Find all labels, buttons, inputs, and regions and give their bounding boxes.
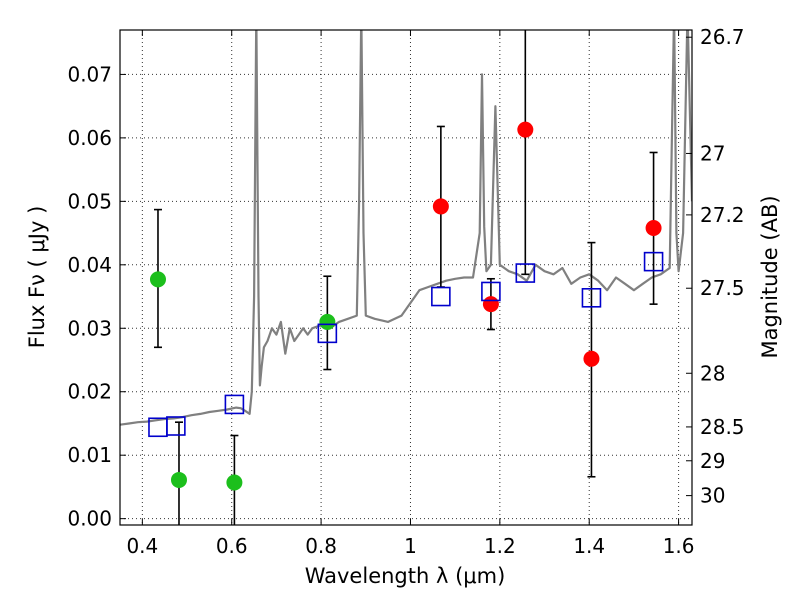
x-tick-label: 0.6 bbox=[216, 534, 248, 558]
green-data-point bbox=[319, 313, 336, 330]
green-data-point bbox=[226, 474, 243, 491]
y-tick-label: 0.06 bbox=[67, 126, 112, 150]
model-photometry-square bbox=[431, 286, 451, 307]
x-tick-label: 0.4 bbox=[126, 534, 158, 558]
x-tick-label: 0.8 bbox=[305, 534, 337, 558]
green-data-point bbox=[170, 471, 187, 488]
spectrum-layer bbox=[120, 30, 692, 426]
red-data-point bbox=[432, 198, 449, 215]
mag-tick-label: 27.2 bbox=[700, 203, 745, 227]
red-data-point bbox=[583, 350, 600, 367]
red-data-point bbox=[482, 296, 499, 313]
grid bbox=[120, 30, 692, 525]
spectrum-line bbox=[120, 30, 692, 426]
model-photometry-square bbox=[643, 251, 664, 272]
mag-tick-label: 28 bbox=[700, 361, 725, 385]
model-photometry-square bbox=[317, 323, 338, 344]
y-tick-label: 0.05 bbox=[67, 189, 112, 213]
mag-tick-label: 29 bbox=[700, 449, 725, 473]
x-axis-label: Wavelength λ (μm) bbox=[305, 564, 506, 588]
x-tick-label: 1.6 bbox=[663, 534, 695, 558]
mag-tick-label: 27 bbox=[700, 141, 725, 165]
mag-tick-label: 26.7 bbox=[700, 25, 745, 49]
y-tick-label: 0.03 bbox=[67, 316, 112, 340]
errorbar-layer bbox=[153, 30, 658, 525]
x-tick-label: 1 bbox=[404, 534, 417, 558]
y-tick-label: 0.02 bbox=[67, 380, 112, 404]
model-photometry-square bbox=[581, 288, 602, 308]
y-tick-label: 0.04 bbox=[67, 253, 112, 277]
model-photometry-square bbox=[224, 394, 245, 415]
model-photometry-square bbox=[481, 281, 501, 302]
y-tick-label: 0.01 bbox=[67, 443, 112, 467]
plot-frame bbox=[119, 29, 693, 526]
red-data-point bbox=[517, 121, 534, 138]
y-axis-label: Flux Fν ( μJy ) bbox=[25, 206, 49, 349]
mag-tick-label: 30 bbox=[700, 484, 725, 508]
green-data-point bbox=[149, 271, 166, 288]
y-tick-label: 0.00 bbox=[67, 507, 112, 531]
y-tick-label: 0.07 bbox=[67, 62, 112, 86]
red-data-point bbox=[645, 220, 662, 236]
model-photometry-square bbox=[166, 416, 186, 436]
x-tick-label: 1.2 bbox=[484, 534, 516, 558]
mag-tick-label: 28.5 bbox=[700, 415, 745, 439]
y-axis-right-label: Magnitude (AB) bbox=[758, 195, 782, 358]
mag-tick-label: 27.5 bbox=[700, 276, 745, 300]
marker-layer bbox=[148, 121, 664, 491]
ticks: 0.4 0.6 0.8 1 1.2 1.4 1.6 0.00 0.01 0.02 0.03 0.04 0… bbox=[67, 25, 744, 558]
x-tick-label: 1.4 bbox=[573, 534, 605, 558]
model-photometry-square bbox=[515, 263, 536, 283]
